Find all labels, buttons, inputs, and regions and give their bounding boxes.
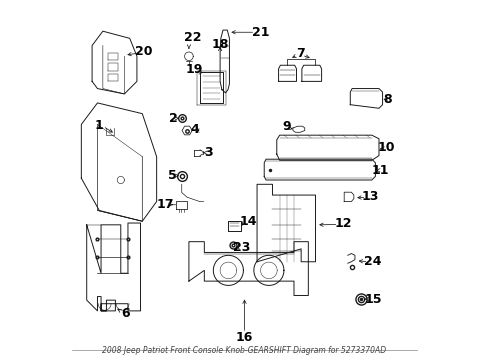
- Text: 2: 2: [169, 112, 178, 125]
- Text: 8: 8: [382, 93, 391, 106]
- Text: 1: 1: [95, 119, 103, 132]
- Text: 14: 14: [240, 215, 257, 228]
- Text: 16: 16: [235, 331, 253, 344]
- Text: 7: 7: [295, 47, 304, 60]
- Text: 23: 23: [233, 241, 250, 254]
- Text: 21: 21: [251, 26, 269, 39]
- Text: 11: 11: [370, 164, 388, 177]
- Text: 3: 3: [204, 145, 212, 158]
- Text: 24: 24: [364, 255, 381, 268]
- Text: 15: 15: [364, 293, 382, 306]
- Text: 2008 Jeep Patriot Front Console Knob-GEARSHIFT Diagram for 5273370AD: 2008 Jeep Patriot Front Console Knob-GEA…: [102, 346, 386, 355]
- Text: 5: 5: [167, 169, 176, 182]
- Text: 12: 12: [334, 217, 351, 230]
- Text: 19: 19: [185, 63, 203, 76]
- Text: 20: 20: [134, 45, 152, 58]
- Text: 4: 4: [190, 123, 199, 136]
- Text: 18: 18: [211, 38, 228, 51]
- Text: 22: 22: [183, 31, 201, 44]
- Text: 9: 9: [282, 121, 290, 134]
- Text: 13: 13: [361, 190, 379, 203]
- Text: 6: 6: [121, 307, 129, 320]
- Text: 17: 17: [156, 198, 173, 211]
- Text: 10: 10: [377, 141, 394, 154]
